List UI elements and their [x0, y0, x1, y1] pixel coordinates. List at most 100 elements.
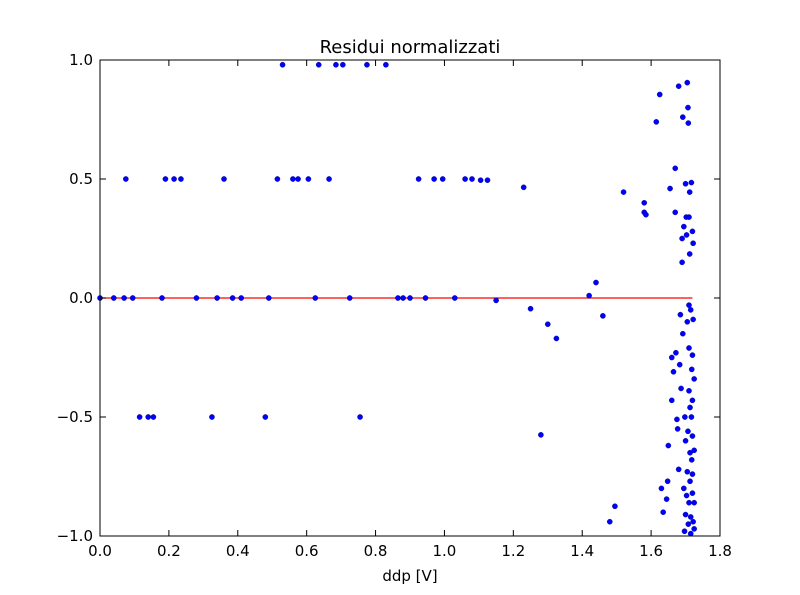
x-axis-label: ddp [V] [382, 567, 437, 585]
data-point [676, 361, 683, 368]
chart-marks [97, 61, 697, 537]
data-point [340, 61, 346, 68]
data-point [653, 119, 660, 125]
data-point [691, 447, 697, 454]
data-point [689, 490, 696, 496]
x-tick-label: 1.2 [501, 542, 525, 560]
data-point [682, 180, 689, 187]
data-point [295, 176, 301, 182]
data-point [641, 199, 648, 206]
x-tick-label: 1.6 [639, 542, 663, 560]
data-point [675, 83, 682, 89]
data-point [687, 404, 693, 411]
data-point [415, 176, 422, 182]
data-point [686, 214, 692, 220]
data-point [600, 313, 606, 319]
data-point [679, 235, 685, 242]
data-point [159, 295, 165, 301]
x-tick-label: 1.4 [570, 542, 594, 560]
x-tick-label: 1.0 [433, 542, 457, 560]
data-point [357, 414, 363, 420]
data-point [690, 316, 696, 323]
data-point [209, 414, 215, 420]
data-point [395, 295, 401, 301]
data-point [691, 499, 697, 506]
data-point [279, 61, 286, 68]
data-point [667, 185, 673, 192]
data-point [680, 114, 686, 120]
data-point [674, 426, 681, 432]
data-point [477, 177, 484, 183]
data-point [274, 176, 281, 182]
data-point [214, 295, 220, 301]
data-point [688, 457, 695, 463]
data-point [544, 321, 551, 327]
data-point [670, 368, 677, 375]
x-tick-label: 1.8 [708, 542, 732, 560]
data-point [672, 209, 679, 216]
data-point [664, 478, 671, 485]
x-tick-label: 0.0 [88, 542, 112, 560]
data-point [686, 302, 692, 308]
data-point [681, 223, 687, 230]
x-tick-label: 0.8 [364, 542, 388, 560]
data-point [688, 366, 695, 373]
data-point [333, 61, 339, 68]
data-point [606, 518, 613, 525]
data-point [690, 240, 696, 247]
data-point [687, 478, 693, 485]
data-point [673, 349, 679, 356]
data-point [520, 184, 527, 191]
data-point [121, 295, 127, 301]
data-point [431, 176, 437, 182]
data-point [689, 433, 696, 439]
data-point [691, 376, 697, 382]
y-tick-label: −0.5 [57, 408, 93, 426]
data-point [683, 492, 690, 499]
data-point [312, 295, 319, 301]
data-point [407, 295, 413, 301]
data-point [681, 528, 688, 535]
data-point [593, 279, 599, 286]
data-point [689, 228, 696, 235]
data-point [484, 177, 491, 183]
data-point [364, 61, 370, 68]
data-point [229, 295, 236, 301]
data-point [689, 352, 696, 358]
data-point [685, 104, 691, 111]
data-point [688, 414, 695, 420]
data-point [677, 311, 684, 318]
data-point [238, 295, 245, 301]
data-point [660, 509, 666, 516]
data-point [346, 295, 353, 301]
data-point [675, 466, 682, 473]
data-point [684, 318, 691, 325]
data-point [668, 397, 675, 404]
data-point [643, 211, 649, 218]
data-point [553, 335, 560, 342]
data-point [683, 232, 690, 238]
data-point [178, 176, 184, 182]
data-point [422, 295, 429, 301]
axis-ticks: 0.0 0.2 0.4 0.6 0.8 1.0 1.2 1.4 1.6 1.8 −1.0 −0.5 0.… [57, 51, 732, 560]
y-tick-label: 0.0 [69, 289, 93, 307]
data-point [145, 414, 152, 420]
data-point [685, 521, 692, 527]
data-point [469, 176, 475, 182]
data-point [193, 295, 200, 301]
data-point [315, 61, 322, 68]
data-point [691, 526, 697, 532]
data-point [689, 471, 696, 477]
data-point [136, 414, 143, 420]
data-point [262, 414, 269, 420]
data-point [129, 295, 136, 301]
data-point [682, 437, 689, 444]
data-point [110, 295, 117, 301]
data-point [439, 176, 446, 182]
data-point [265, 295, 272, 301]
data-point [451, 295, 458, 301]
data-point [493, 297, 499, 304]
data-point [684, 468, 691, 475]
data-point [682, 511, 689, 518]
